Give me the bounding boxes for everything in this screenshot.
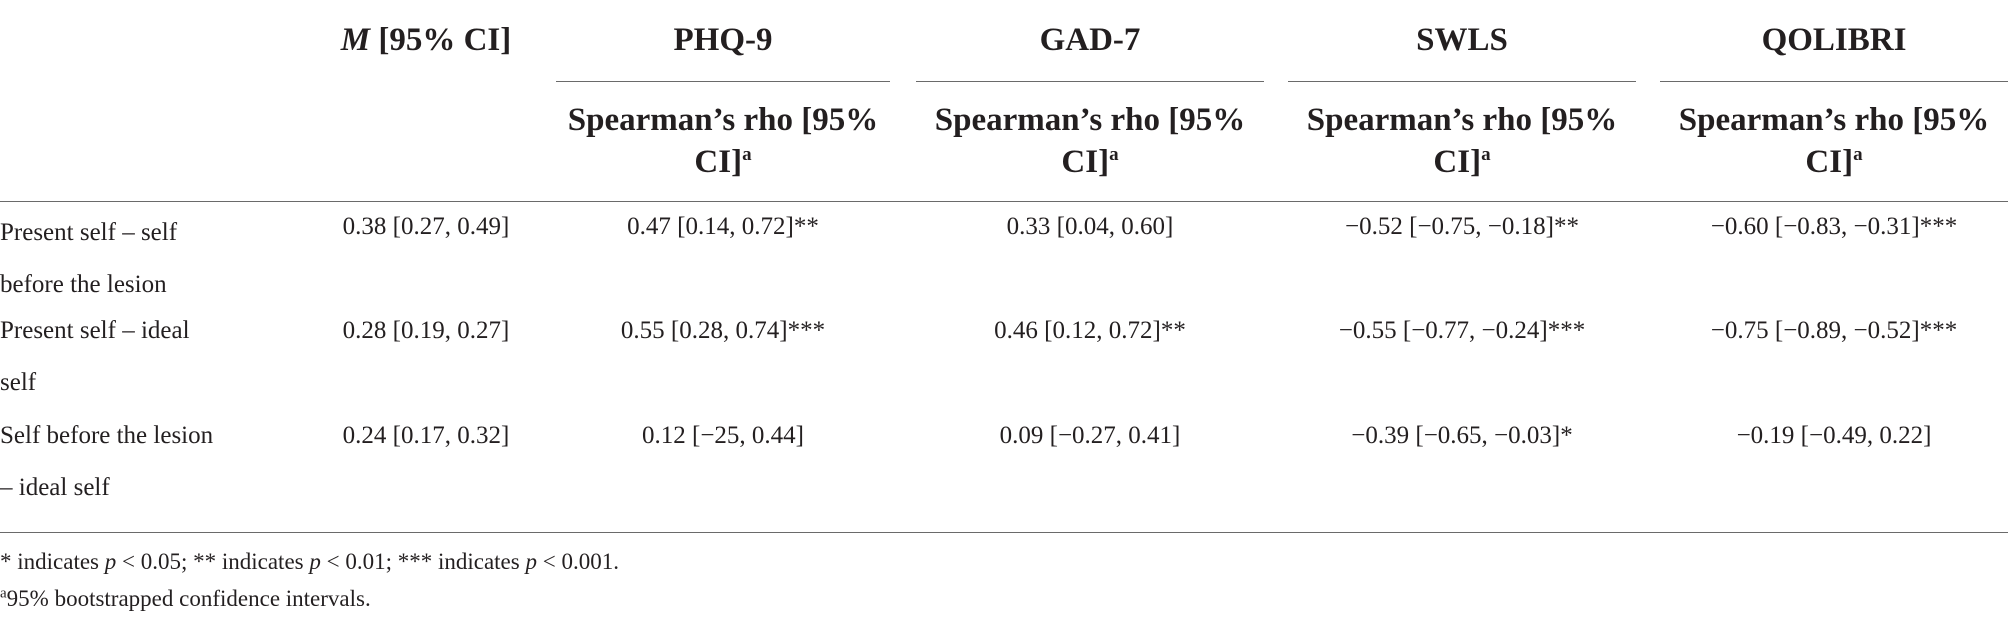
- subheader-phq9: Spearman’s rho [95% CI]a: [550, 99, 896, 183]
- note-confidence-intervals: a95% bootstrapped confidence intervals.: [0, 584, 371, 614]
- header-bottom-rule: [0, 201, 2008, 202]
- subheader-line1: Spearman’s rho [95%: [1678, 102, 1990, 138]
- subheader-swls: Spearman’s rho [95% CI]a: [1288, 99, 1636, 183]
- group-underline-swls: [1288, 81, 1636, 82]
- table-bottom-rule: [0, 532, 2008, 533]
- row-label-2: Present self – ideal self: [0, 317, 190, 396]
- subheader-qolibri: Spearman’s rho [95% CI]a: [1660, 99, 2008, 183]
- cell-swls: −0.52 [−0.75, −0.18]**: [1345, 213, 1579, 240]
- cell-phq9: 0.55 [0.28, 0.74]***: [620, 317, 826, 344]
- subheader-line2: CI]a: [1061, 144, 1119, 180]
- note-ci-sup: a: [0, 585, 7, 602]
- subheader-line2: CI]a: [1433, 144, 1491, 180]
- cell-mean: 0.38 [0.27, 0.49]: [342, 213, 510, 240]
- note-p: p: [309, 549, 321, 574]
- subheader-gad7: Spearman’s rho [95% CI]a: [916, 99, 1264, 183]
- row-label-3: Self before the lesion – ideal self: [0, 422, 214, 501]
- note-seg: * indicates: [0, 549, 105, 574]
- cell-mean: 0.28 [0.19, 0.27]: [342, 317, 510, 344]
- subheader-line1: Spearman’s rho [95%: [567, 102, 879, 138]
- group-underline-phq9: [556, 81, 890, 82]
- note-seg: < 0.05; ** indicates: [116, 549, 310, 574]
- cell-qolibri: −0.60 [−0.83, −0.31]***: [1710, 213, 1958, 240]
- cell-phq9: 0.12 [−25, 0.44]: [642, 422, 804, 449]
- note-p: p: [104, 549, 117, 574]
- group-underline-qolibri: [1660, 81, 2008, 82]
- cell-gad7: 0.46 [0.12, 0.72]**: [994, 317, 1186, 344]
- cell-gad7: 0.09 [−0.27, 0.41]: [999, 422, 1181, 449]
- group-underline-gad7: [916, 81, 1264, 82]
- subheader-line1: Spearman’s rho [95%: [934, 102, 1246, 138]
- cell-gad7: 0.33 [0.04, 0.60]: [1006, 213, 1174, 240]
- cell-qolibri: −0.75 [−0.89, −0.52]***: [1710, 317, 1958, 344]
- note-seg: < 0.01; *** indicates: [320, 549, 526, 574]
- header-group-gad7: GAD-7: [1039, 22, 1141, 58]
- cell-qolibri: −0.19 [−0.49, 0.22]: [1736, 422, 1932, 449]
- header-mean-symbol: M: [340, 22, 371, 58]
- header-mean-ci: M [95% CI]: [300, 18, 552, 62]
- header-group-qolibri: QOLIBRI: [1761, 22, 1907, 58]
- note-ci-text: 95% bootstrapped confidence intervals.: [6, 586, 371, 611]
- header-group-phq9: PHQ-9: [673, 22, 773, 58]
- header-group-swls: SWLS: [1416, 22, 1508, 58]
- cell-swls: −0.55 [−0.77, −0.24]***: [1338, 317, 1586, 344]
- subheader-line1: Spearman’s rho [95%: [1306, 102, 1618, 138]
- note-seg: < 0.001.: [536, 549, 619, 574]
- cell-phq9: 0.47 [0.14, 0.72]**: [627, 213, 819, 240]
- note-significance: * indicates p < 0.05; ** indicates p < 0…: [0, 547, 619, 577]
- row-label-1: Present self – self before the lesion: [0, 219, 178, 298]
- cell-swls: −0.39 [−0.65, −0.03]*: [1351, 422, 1573, 449]
- header-mean-label: [95% CI]: [370, 22, 512, 58]
- cell-mean: 0.24 [0.17, 0.32]: [342, 422, 510, 449]
- subheader-line2: CI]a: [1805, 144, 1863, 180]
- subheader-line2: CI]a: [694, 144, 752, 180]
- note-p: p: [525, 549, 537, 574]
